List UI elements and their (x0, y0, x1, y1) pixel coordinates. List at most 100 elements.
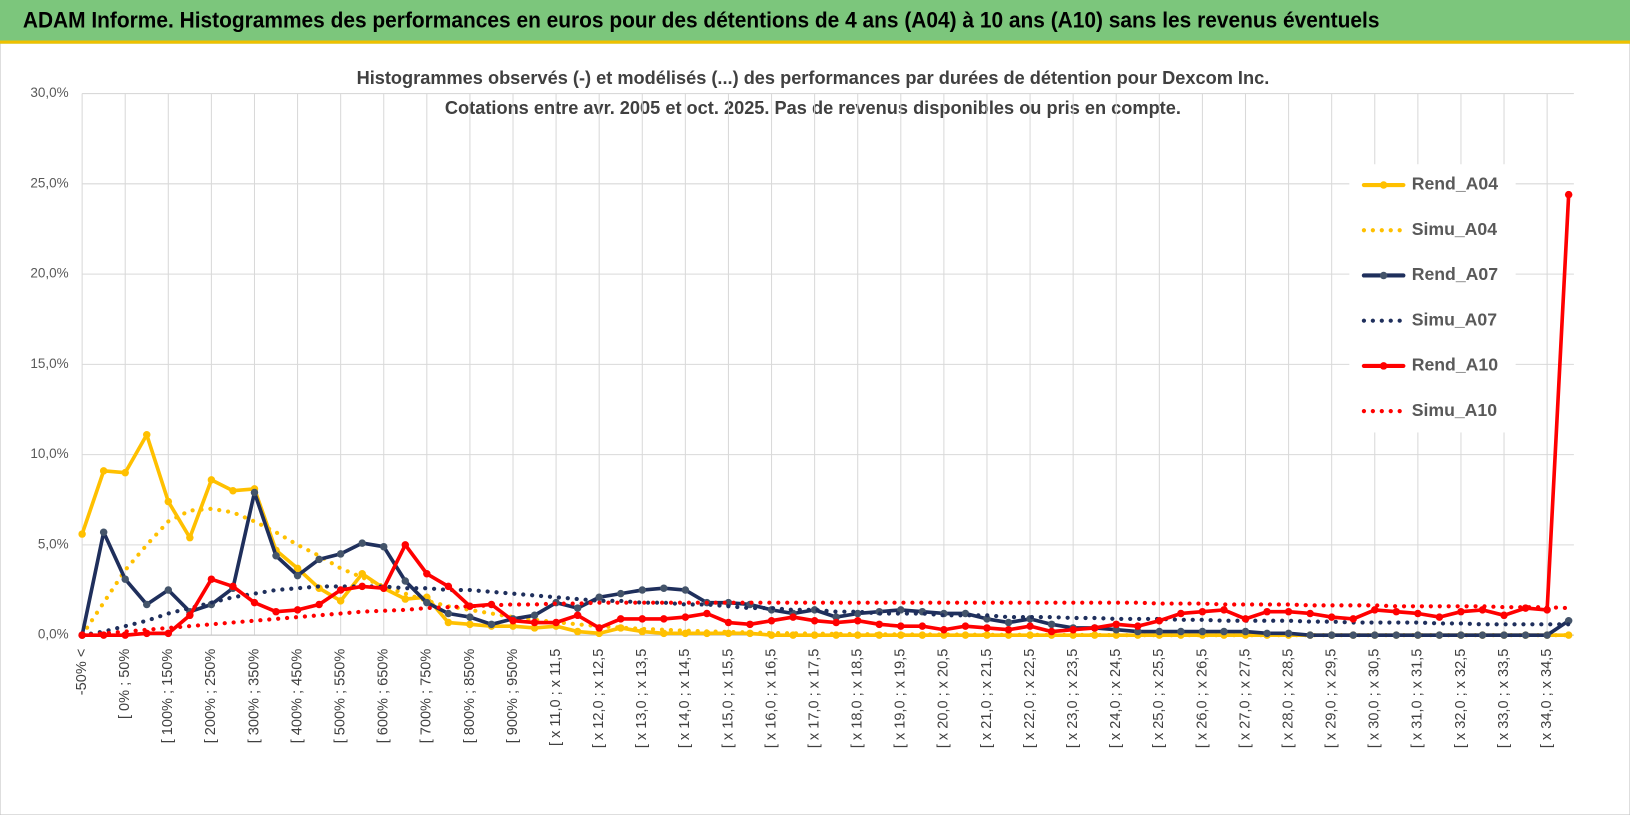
data-point (1543, 631, 1551, 639)
x-tick-label: [ x 23,0 ; x 23,5 (1065, 649, 1081, 748)
data-point (1500, 611, 1508, 620)
data-point (509, 616, 517, 625)
header-band (0, 0, 1630, 44)
data-point (466, 620, 474, 629)
data-point (423, 570, 431, 578)
data-point (293, 571, 302, 580)
data-point (1241, 615, 1250, 623)
data-point (530, 618, 539, 627)
data-point (1521, 631, 1530, 639)
data-point (638, 586, 647, 594)
x-tick-label: [ 500% ; 550% (332, 649, 348, 744)
x-tick-label: [ x 30,0 ; x 30,5 (1367, 649, 1383, 748)
data-point (918, 622, 927, 630)
x-tick-label: [ x 31,0 ; x 31,5 (1410, 649, 1426, 748)
data-point (164, 497, 173, 506)
x-tick-label: [ x 17,0 ; x 17,5 (806, 649, 822, 748)
data-point (1371, 631, 1379, 639)
y-tick-label: 0,0% (38, 627, 69, 642)
data-point (229, 582, 237, 591)
data-point (1263, 629, 1271, 638)
data-point (940, 626, 948, 634)
chart-title: Histogrammes observés (-) et modélisés (… (357, 67, 1270, 88)
data-point (897, 622, 905, 630)
data-point (1155, 616, 1164, 625)
legend-label: Rend_A07 (1412, 264, 1499, 284)
x-tick-label: [ x 25,0 ; x 25,5 (1151, 649, 1167, 748)
data-point (875, 620, 883, 629)
data-point (164, 586, 173, 594)
data-point (1090, 624, 1099, 632)
x-tick-label: [ x 21,0 ; x 21,5 (979, 649, 995, 748)
data-point (487, 620, 496, 629)
legend-label: Simu_A10 (1412, 400, 1498, 420)
data-point (660, 584, 668, 592)
data-point (1026, 622, 1034, 630)
data-point (250, 598, 259, 607)
legend-background (1349, 164, 1516, 433)
data-point (1349, 615, 1357, 623)
x-tick-label: [ x 22,0 ; x 22,5 (1022, 649, 1038, 748)
observed-line (80, 490, 1571, 637)
data-point (595, 629, 603, 638)
data-point (616, 589, 625, 598)
data-point (1047, 620, 1056, 629)
x-tick-label: [ 600% ; 650% (376, 649, 392, 744)
legend-marker (1379, 271, 1388, 280)
data-point (832, 618, 840, 627)
x-tick-label: [ x 20,0 ; x 20,5 (936, 649, 952, 748)
x-tick-label: [ 0% ; 50% (117, 649, 133, 719)
chart-subtitle: Cotations entre avr. 2005 et oct. 2025. … (445, 97, 1181, 118)
data-point (1134, 627, 1142, 636)
data-point (1284, 607, 1293, 616)
legend-label: Simu_A07 (1412, 309, 1498, 329)
legend-label: Rend_A04 (1412, 174, 1499, 194)
data-point (681, 586, 690, 594)
data-point (789, 613, 797, 621)
data-point (336, 550, 345, 558)
data-point (1090, 631, 1099, 639)
x-tick-label: [ x 12,0 ; x 12,5 (591, 649, 607, 748)
data-point (466, 602, 474, 611)
data-point (1134, 622, 1142, 630)
data-point (401, 595, 410, 603)
data-point (1004, 618, 1013, 627)
x-tick-label: [ 700% ; 750% (419, 649, 435, 744)
data-point (272, 551, 280, 560)
data-point (444, 582, 453, 591)
data-point (1241, 627, 1250, 636)
data-point (940, 631, 948, 639)
legend-label: Simu_A04 (1412, 219, 1498, 239)
data-point (1069, 626, 1077, 634)
data-point (229, 486, 237, 495)
x-tick-label: [ x 13,0 ; x 13,5 (634, 649, 650, 748)
data-point (336, 586, 345, 594)
data-point (250, 488, 259, 497)
data-point (853, 609, 862, 618)
data-point (1564, 616, 1573, 625)
data-point (444, 618, 453, 627)
data-point (358, 539, 366, 547)
data-point (1435, 613, 1444, 621)
data-point (186, 533, 194, 542)
data-point (401, 577, 410, 585)
header-title: ADAM Informe. Histogrammes des performan… (23, 8, 1380, 33)
data-point (1457, 607, 1465, 616)
x-tick-label: [ x 24,0 ; x 24,5 (1108, 649, 1124, 748)
x-tick-label: [ 100% ; 150% (160, 649, 176, 744)
y-tick-label: 5,0% (38, 536, 69, 551)
x-tick-label: [ 400% ; 450% (289, 649, 305, 744)
data-point (1327, 631, 1336, 639)
x-tick-label: [ x 14,0 ; x 14,5 (677, 649, 693, 748)
data-point (1112, 620, 1120, 629)
data-point (767, 616, 776, 625)
data-point (444, 609, 453, 618)
data-point (595, 593, 603, 601)
data-point (293, 606, 302, 614)
data-point (379, 584, 388, 592)
data-point (1371, 606, 1379, 614)
data-point (1047, 627, 1056, 636)
data-point (573, 627, 582, 636)
data-point (293, 564, 302, 573)
